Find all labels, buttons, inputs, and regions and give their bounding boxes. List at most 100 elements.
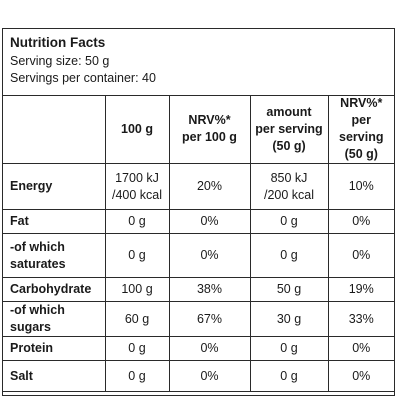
serving-size: Serving size: 50 g (10, 54, 110, 68)
cell-per-100g: 0 g (104, 209, 170, 234)
value-line: 60 g (124, 311, 150, 326)
label-line: Carbohydrate (10, 282, 92, 296)
cell-nrv-per-serving: 0% (327, 336, 394, 361)
cell-per-100g: 60 g (104, 301, 170, 337)
header-line: NRV%* (188, 113, 231, 127)
cell-amount-per-serving: 0 g (249, 209, 329, 234)
table-row-salt: Salt 0 g 0% 0 g 0% (3, 360, 394, 392)
header-line: amount (266, 104, 312, 119)
label-line: -of which sugars (10, 303, 65, 334)
value-line: 850 kJ (270, 170, 308, 185)
value-line: 0% (200, 368, 219, 383)
row-label: -of which saturates (3, 233, 106, 278)
value-line: 10% (348, 179, 374, 193)
value-line: 20% (196, 179, 223, 193)
label-line: Salt (10, 368, 33, 383)
header-line: 100 g (121, 121, 153, 136)
value-line: 30 g (276, 311, 302, 326)
header-line: (50 g) (272, 138, 306, 153)
cell-nrv-per-serving: 10% (327, 163, 394, 210)
value-line: 0% (352, 248, 371, 262)
cell-nrv-per-serving: 33% (327, 301, 394, 337)
cell-amount-per-serving: 0 g (249, 336, 329, 361)
cell-nrv-per-100g: 38% (168, 277, 251, 302)
cell-per-100g: 1700 kJ /400 kcal (104, 163, 170, 210)
table-row-sugars: -of which sugars 60 g 67% 30 g 33% (3, 301, 394, 337)
value-line: 0 g (280, 368, 298, 383)
table-row-saturates: -of which saturates 0 g 0% 0 g 0% (3, 233, 394, 278)
cell-nrv-per-serving: 0% (327, 209, 394, 234)
value-line: 50 g (276, 282, 302, 296)
cell-nrv-per-serving: 19% (327, 277, 394, 302)
value-line: /200 kcal (263, 187, 315, 202)
cell-nrv-per-100g: 0% (168, 360, 251, 392)
value-line: 0% (200, 214, 219, 228)
row-label: Salt (3, 360, 106, 392)
table-row-energy: Energy 1700 kJ /400 kcal 20% 850 kJ /200… (3, 163, 394, 210)
nutrition-facts-panel: Nutrition Facts Serving size: 50 g Servi… (2, 28, 395, 396)
cell-amount-per-serving: 0 g (249, 360, 329, 392)
table-row-protein: Protein 0 g 0% 0 g 0% (3, 336, 394, 361)
header-amount-per-serving: amount per serving (50 g) (249, 95, 329, 164)
cell-amount-per-serving: 50 g (249, 277, 329, 302)
value-line: 0 g (128, 341, 146, 355)
value-line: 1700 kJ (115, 170, 159, 185)
value-line: 0 g (128, 368, 146, 383)
cell-per-100g: 0 g (104, 360, 170, 392)
header-nutrient (3, 95, 106, 164)
value-line: 0% (200, 341, 219, 355)
value-line: 0% (352, 341, 371, 355)
table-row-carbohydrate: Carbohydrate 100 g 38% 50 g 19% (3, 277, 394, 302)
header-line: per serving (339, 113, 384, 144)
header-line: NRV%* (340, 96, 383, 110)
value-line: 0 g (128, 214, 146, 228)
row-label: Protein (3, 336, 106, 361)
cell-per-100g: 0 g (104, 336, 170, 361)
nutrition-title: Nutrition Facts (10, 35, 106, 50)
value-line: 0 g (128, 248, 146, 262)
cell-amount-per-serving: 850 kJ /200 kcal (249, 163, 329, 210)
header-line: (50 g) (344, 147, 378, 161)
header-line: per 100 g (182, 130, 237, 144)
row-label: -of which sugars (3, 301, 106, 337)
value-line: 0 g (280, 248, 298, 262)
nutrition-table: 100 g NRV%* per 100 g amount per serving… (3, 95, 394, 392)
nutrition-header: Nutrition Facts Serving size: 50 g Servi… (3, 29, 394, 96)
row-label: Carbohydrate (3, 277, 106, 302)
value-line: 100 g (121, 282, 153, 296)
row-label: Energy (3, 163, 106, 210)
cell-nrv-per-100g: 0% (168, 209, 251, 234)
header-per-100g: 100 g (104, 95, 170, 164)
cell-nrv-per-100g: 20% (168, 163, 251, 210)
value-line: /400 kcal (111, 187, 163, 202)
label-line: -of which (10, 239, 65, 254)
cell-amount-per-serving: 0 g (249, 233, 329, 278)
cell-nrv-per-100g: 67% (168, 301, 251, 337)
value-line: 38% (196, 282, 223, 296)
value-line: 0% (352, 368, 371, 383)
cell-per-100g: 0 g (104, 233, 170, 278)
header-nrv-per-100g: NRV%* per 100 g (168, 95, 251, 164)
servings-per-container: Servings per container: 40 (10, 71, 156, 85)
table-row-fat: Fat 0 g 0% 0 g 0% (3, 209, 394, 234)
cell-nrv-per-100g: 0% (168, 233, 251, 278)
value-line: 33% (348, 311, 374, 326)
cell-nrv-per-serving: 0% (327, 360, 394, 392)
value-line: 0% (352, 214, 371, 228)
value-line: 0% (200, 248, 219, 262)
cell-per-100g: 100 g (104, 277, 170, 302)
value-line: 0 g (280, 214, 298, 228)
cell-nrv-per-serving: 0% (327, 233, 394, 278)
header-line: per serving (255, 121, 323, 136)
value-line: 67% (196, 311, 223, 326)
label-line: Energy (10, 179, 53, 193)
label-line: Protein (10, 341, 54, 355)
table-header-row: 100 g NRV%* per 100 g amount per serving… (3, 95, 394, 164)
value-line: 0 g (280, 341, 298, 355)
cell-nrv-per-100g: 0% (168, 336, 251, 361)
header-nrv-per-serving: NRV%* per serving (50 g) (327, 95, 394, 164)
value-line: 19% (348, 282, 374, 296)
row-label: Fat (3, 209, 106, 234)
label-line: Fat (10, 214, 29, 228)
label-line: saturates (10, 256, 66, 271)
